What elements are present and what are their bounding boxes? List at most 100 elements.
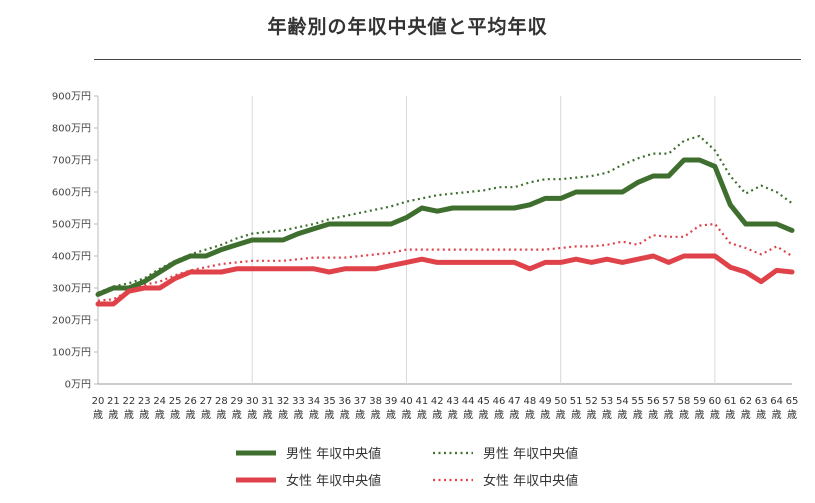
legend-label-1: 女性 年収中央値 bbox=[286, 473, 381, 489]
x-tick-suffix: 歳 bbox=[571, 409, 581, 421]
x-tick-suffix: 歳 bbox=[293, 409, 303, 421]
x-tick-suffix: 歳 bbox=[710, 409, 720, 421]
x-tick-label: 48 bbox=[523, 396, 536, 407]
x-tick-label: 33 bbox=[292, 396, 305, 407]
x-tick-suffix: 歳 bbox=[309, 409, 319, 421]
x-tick-suffix: 歳 bbox=[232, 409, 242, 421]
x-tick-suffix: 歳 bbox=[93, 409, 103, 421]
x-tick-label: 24 bbox=[153, 396, 166, 407]
x-tick-suffix: 歳 bbox=[448, 409, 458, 421]
x-tick-label: 26 bbox=[184, 396, 197, 407]
x-tick-label: 60 bbox=[709, 396, 722, 407]
series-line-0 bbox=[95, 157, 795, 297]
x-tick-label: 28 bbox=[215, 396, 228, 407]
x-tick-label: 25 bbox=[169, 396, 182, 407]
x-tick-suffix: 歳 bbox=[556, 409, 566, 421]
x-tick-label: 52 bbox=[585, 396, 598, 407]
legend-label-3: 女性 年収中央値 bbox=[483, 473, 578, 489]
x-tick-suffix: 歳 bbox=[525, 409, 535, 421]
x-tick-suffix: 歳 bbox=[648, 409, 658, 421]
x-tick-label: 51 bbox=[570, 396, 583, 407]
x-tick-label: 45 bbox=[477, 396, 490, 407]
x-tick-label: 62 bbox=[739, 396, 752, 407]
x-tick-label: 43 bbox=[446, 396, 459, 407]
x-tick-label: 21 bbox=[107, 396, 120, 407]
x-tick-label: 63 bbox=[755, 396, 768, 407]
x-tick-label: 38 bbox=[369, 396, 382, 407]
x-tick-suffix: 歳 bbox=[694, 409, 704, 421]
x-axis-ticks: 20歳21歳22歳23歳24歳25歳26歳27歳28歳29歳30歳31歳32歳3… bbox=[92, 396, 799, 421]
x-tick-label: 36 bbox=[338, 396, 351, 407]
series-line-3 bbox=[97, 222, 793, 302]
x-tick-suffix: 歳 bbox=[787, 409, 797, 421]
x-tick-suffix: 歳 bbox=[124, 409, 134, 421]
x-tick-label: 54 bbox=[616, 396, 629, 407]
x-tick-label: 49 bbox=[539, 396, 552, 407]
x-tick-suffix: 歳 bbox=[247, 409, 257, 421]
x-tick-suffix: 歳 bbox=[617, 409, 627, 421]
x-tick-suffix: 歳 bbox=[139, 409, 149, 421]
x-tick-label: 46 bbox=[493, 396, 506, 407]
x-tick-label: 64 bbox=[770, 396, 783, 407]
y-tick-label: 900万円 bbox=[52, 92, 91, 103]
x-tick-suffix: 歳 bbox=[772, 409, 782, 421]
x-tick-suffix: 歳 bbox=[756, 409, 766, 421]
x-tick-label: 44 bbox=[462, 396, 475, 407]
series-line-2 bbox=[97, 134, 793, 294]
x-tick-suffix: 歳 bbox=[340, 409, 350, 421]
x-tick-suffix: 歳 bbox=[725, 409, 735, 421]
x-tick-label: 47 bbox=[508, 396, 521, 407]
x-tick-label: 41 bbox=[415, 396, 428, 407]
x-tick-suffix: 歳 bbox=[602, 409, 612, 421]
x-tick-suffix: 歳 bbox=[509, 409, 519, 421]
y-tick-label: 800万円 bbox=[52, 124, 91, 135]
x-tick-suffix: 歳 bbox=[170, 409, 180, 421]
x-tick-label: 31 bbox=[261, 396, 274, 407]
x-tick-suffix: 歳 bbox=[679, 409, 689, 421]
x-tick-label: 55 bbox=[631, 396, 644, 407]
x-tick-label: 34 bbox=[308, 396, 321, 407]
x-tick-suffix: 歳 bbox=[417, 409, 427, 421]
title-divider bbox=[94, 59, 801, 60]
x-tick-suffix: 歳 bbox=[633, 409, 643, 421]
x-tick-suffix: 歳 bbox=[494, 409, 504, 421]
x-tick-label: 58 bbox=[678, 396, 691, 407]
series-line-1 bbox=[95, 253, 795, 307]
y-axis-ticks: 0万円 100万円 200万円 300万円 400万円 500万円 600万円 700万円 80… bbox=[52, 92, 98, 391]
x-tick-suffix: 歳 bbox=[463, 409, 473, 421]
x-tick-label: 39 bbox=[385, 396, 398, 407]
x-tick-suffix: 歳 bbox=[401, 409, 411, 421]
chart-title: 年齢別の年収中央値と平均年収 bbox=[267, 16, 548, 38]
x-tick-label: 57 bbox=[662, 396, 675, 407]
x-tick-suffix: 歳 bbox=[263, 409, 273, 421]
x-tick-suffix: 歳 bbox=[741, 409, 751, 421]
x-tick-label: 29 bbox=[230, 396, 243, 407]
x-tick-label: 40 bbox=[400, 396, 413, 407]
x-tick-suffix: 歳 bbox=[186, 409, 196, 421]
x-tick-suffix: 歳 bbox=[201, 409, 211, 421]
x-tick-suffix: 歳 bbox=[155, 409, 165, 421]
y-tick-label: 700万円 bbox=[52, 156, 91, 167]
x-tick-label: 30 bbox=[246, 396, 259, 407]
y-tick-label: 100万円 bbox=[52, 348, 91, 359]
y-tick-label: 200万円 bbox=[52, 316, 91, 327]
x-tick-label: 22 bbox=[122, 396, 135, 407]
legend-label-2: 男性 年収中央値 bbox=[483, 446, 578, 462]
y-tick-label: 0万円 bbox=[65, 380, 91, 391]
x-tick-suffix: 歳 bbox=[664, 409, 674, 421]
x-tick-suffix: 歳 bbox=[371, 409, 381, 421]
legend-label-0: 男性 年収中央値 bbox=[286, 446, 381, 462]
x-tick-label: 20 bbox=[92, 396, 105, 407]
x-tick-suffix: 歳 bbox=[479, 409, 489, 421]
series-lines bbox=[95, 134, 795, 307]
x-tick-suffix: 歳 bbox=[324, 409, 334, 421]
x-tick-label: 59 bbox=[693, 396, 706, 407]
x-tick-label: 27 bbox=[200, 396, 213, 407]
x-tick-label: 65 bbox=[786, 396, 799, 407]
y-tick-label: 600万円 bbox=[52, 188, 91, 199]
x-tick-suffix: 歳 bbox=[278, 409, 288, 421]
x-tick-label: 37 bbox=[354, 396, 367, 407]
x-tick-suffix: 歳 bbox=[108, 409, 118, 421]
x-tick-suffix: 歳 bbox=[355, 409, 365, 421]
